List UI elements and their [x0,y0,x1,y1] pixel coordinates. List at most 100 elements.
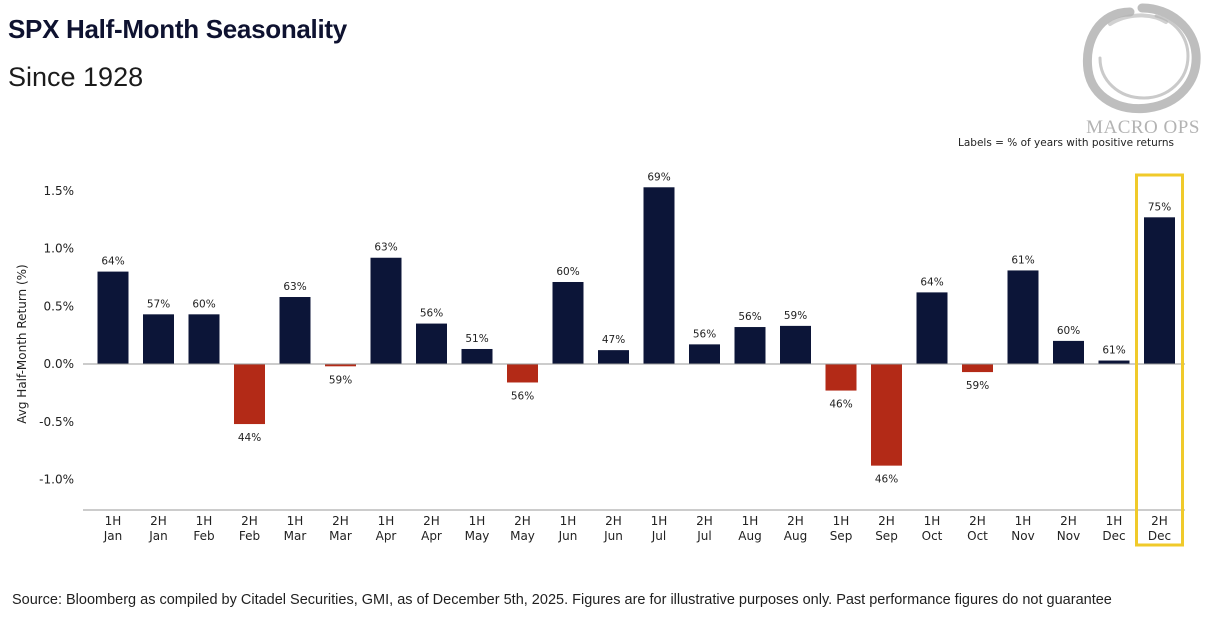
bar [1007,270,1039,364]
x-tick-label-month: Oct [967,529,988,543]
data-label: 64% [920,276,943,288]
data-label: 46% [829,399,852,411]
bar [962,364,993,373]
x-tick-label-month: Jul [651,529,666,543]
bar [325,364,356,367]
data-label: 59% [966,380,989,392]
data-label: 64% [101,256,124,268]
bar [1098,360,1130,364]
x-tick-label-half: 1H [378,514,395,528]
data-label: 75% [1148,201,1171,213]
bar [871,364,902,466]
y-tick-label: 0.5% [44,299,75,313]
y-axis-label: Avg Half-Month Return (%) [15,264,29,423]
x-tick-label-half: 2H [969,514,986,528]
x-tick-label-month: Nov [1011,529,1034,543]
bar [370,257,402,364]
bar [143,314,174,364]
x-tick-label-half: 2H [1060,514,1077,528]
x-tick-label-month: Jun [558,529,578,543]
data-label: 56% [738,311,761,323]
x-tick-label-half: 1H [287,514,304,528]
x-tick-label-month: Mar [284,529,307,543]
bar-chart: Avg Half-Month Return (%) 1.5% 1.0% 0.5% 0.… [15,171,1185,547]
data-label: 44% [238,432,261,444]
x-tick-label-half: 1H [560,514,577,528]
x-tick-label-month: Sep [875,529,898,543]
x-tick-label-half: 2H [605,514,622,528]
y-tick-label: 1.5% [44,184,75,198]
x-tick-label-half: 2H [1151,514,1168,528]
bar [416,323,447,364]
x-tick-label-half: 2H [787,514,804,528]
x-tick-label-month: Dec [1102,529,1125,543]
macro-ops-logo [1082,3,1201,114]
x-tick-label-half: 2H [332,514,349,528]
x-tick-label-half: 2H [241,514,258,528]
y-tick-label: 0.0% [44,357,75,371]
bar [279,297,311,364]
bar [598,350,629,364]
highlight-box [1135,173,1184,547]
x-tick-label-half: 1H [196,514,213,528]
x-tick-label-month: Nov [1057,529,1080,543]
data-label: 60% [192,298,215,310]
bar [1053,340,1084,364]
x-tick-label-month: Feb [239,529,260,543]
data-label: 57% [147,298,170,310]
x-tick-label-month: Sep [830,529,853,543]
x-tick-label-half: 1H [105,514,122,528]
data-label: 69% [647,171,670,183]
x-tick-label-month: Jan [148,529,168,543]
data-label: 63% [374,242,397,254]
bar [507,364,538,383]
data-label: 60% [556,266,579,278]
x-tick-label-month: Aug [784,529,807,543]
data-label: 56% [511,390,534,402]
data-label: 60% [1057,325,1080,337]
x-tick-label-half: 1H [742,514,759,528]
x-tick-label-month: Aug [738,529,761,543]
y-tick-label: -1.0% [39,473,74,487]
data-label: 61% [1011,254,1034,266]
bar [780,325,811,364]
data-label: 56% [420,308,443,320]
data-label: 59% [329,374,352,386]
data-label: 59% [784,310,807,322]
logo-text: MACRO OPS [1086,117,1200,138]
y-tick-label: 1.0% [44,242,75,256]
x-tick-label-month: Jun [603,529,623,543]
x-tick-label-month: Oct [922,529,943,543]
chart-subtitle: Since 1928 [8,62,144,92]
x-tick-label-month: Jul [696,529,711,543]
x-tick-label-month: May [510,529,535,543]
x-tick-label-half: 1H [924,514,941,528]
x-tick-label-half: 2H [150,514,167,528]
bar [643,187,675,364]
y-tick-label: -0.5% [39,415,74,429]
x-tick-label-month: May [465,529,490,543]
bar [825,364,857,391]
bar [188,314,220,364]
x-tick-label-month: Dec [1148,529,1171,543]
x-tick-label-half: 1H [469,514,486,528]
labels-note: Labels = % of years with positive return… [958,137,1174,149]
chart-title: SPX Half-Month Seasonality [8,14,347,44]
x-tick-label-half: 1H [833,514,850,528]
bar [916,292,948,364]
bar [234,364,265,425]
x-tick-label-month: Apr [376,529,397,543]
data-label: 61% [1102,345,1125,357]
data-label: 56% [693,328,716,340]
source-note: Source: Bloomberg as compiled by Citadel… [12,592,1112,608]
x-tick-label-month: Apr [421,529,442,543]
data-label: 51% [465,333,488,345]
x-tick-label-month: Feb [193,529,214,543]
x-tick-label-half: 1H [1106,514,1123,528]
x-tick-label-half: 2H [696,514,713,528]
bar [689,344,720,364]
bar [461,348,493,364]
x-tick-label-half: 2H [514,514,531,528]
x-tick-label-month: Mar [329,529,352,543]
logo-circle-icon [1082,3,1201,114]
